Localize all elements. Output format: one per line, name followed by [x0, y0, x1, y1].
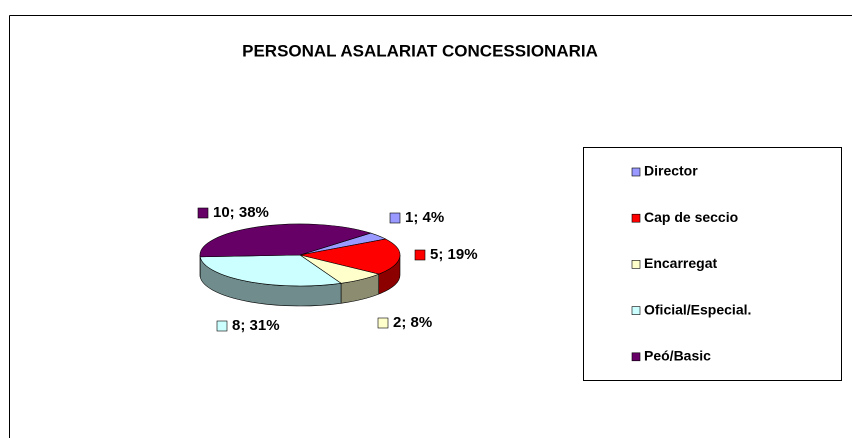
data-label: 10; 38%	[213, 204, 269, 221]
chart-title: PERSONAL ASALARIAT CONCESSIONARIA	[242, 41, 598, 60]
label-swatch	[197, 207, 209, 219]
data-label: 5; 19%	[430, 246, 478, 263]
legend-label: Director	[644, 163, 698, 179]
legend-label: Peó/Basic	[644, 348, 711, 364]
legend-swatch	[631, 167, 641, 177]
legend-label: Cap de seccio	[644, 209, 738, 225]
pie-slice	[299, 238, 401, 275]
label-swatch	[377, 317, 389, 329]
label-swatch	[414, 249, 426, 261]
legend-swatch	[631, 213, 641, 223]
data-label: 2; 8%	[393, 314, 432, 331]
legend-swatch	[631, 352, 641, 362]
data-label: 8; 31%	[232, 317, 280, 334]
pie-slice	[199, 254, 342, 287]
data-label: 1; 4%	[405, 209, 444, 226]
legend-label: Encarregat	[644, 255, 717, 271]
legend-box	[583, 147, 842, 381]
pie-slice	[199, 223, 372, 258]
label-swatch	[216, 320, 228, 332]
legend-label: Oficial/Especial.	[644, 301, 751, 317]
legend-swatch	[631, 306, 641, 315]
label-swatch	[389, 212, 401, 224]
legend-swatch	[631, 260, 641, 269]
